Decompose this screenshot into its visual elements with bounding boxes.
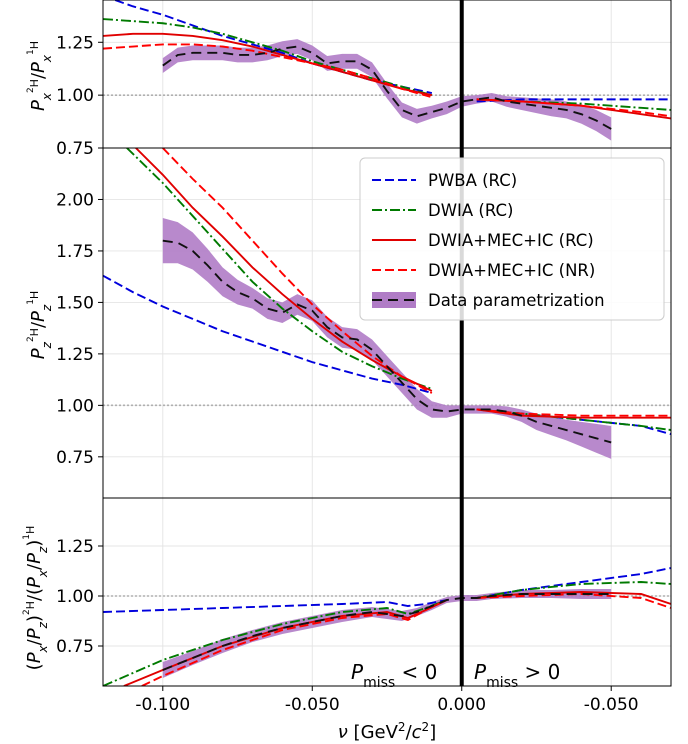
legend-label: PWBA (RC) [428,171,517,190]
legend-frame [359,157,665,321]
series-dwia-px-2 [103,18,433,97]
legend-item-mec_nr: DWIA+MEC+IC (NR) [372,261,595,280]
legend-label: DWIA+MEC+IC (RC) [428,231,594,250]
panel-pz-ylabel: Pz2H/Pz1H [26,291,55,359]
series-mec_nr-pz-7 [476,408,671,417]
y-tick-label: 1.75 [56,242,94,262]
legend-item-dwia: DWIA (RC) [372,201,513,220]
series-dwia-px-3 [476,98,671,111]
panel-px-ylabel: Px2H/Px1H [26,41,55,111]
series-mec_nr-px-7 [476,98,671,118]
legend-item-mec_rc: DWIA+MEC+IC (RC) [372,231,594,250]
y-tick-label: 1.00 [56,587,94,607]
pmiss-negative-label: Pmiss < 0 [351,660,437,691]
series-mec_nr-px-6 [103,43,433,99]
series-pwba-ratio-1 [476,567,671,599]
panels-layer: 0.751.001.250.751.001.251.501.752.000.75… [56,0,672,687]
series-mec_rc-pz-4 [135,148,433,392]
panel-ratio-frame [102,497,672,687]
series-mec_rc-px-4 [103,32,433,97]
legend-item-pwba: PWBA (RC) [372,171,517,190]
data-band-ratio [162,589,612,678]
series-pwba-pz-0 [103,274,433,394]
legend-label: DWIA+MEC+IC (NR) [428,261,595,280]
legend-label: DWIA (RC) [428,201,513,220]
x-tick-label: -0.100 [135,695,190,715]
x-tick-label: -0.050 [584,695,639,715]
y-tick-label: 0.75 [56,448,94,468]
panel-px: 0.75 1.00 1.25 [56,0,672,159]
series-mec_nr-ratio-7 [476,593,671,609]
y-tick-label: 1.25 [56,345,94,365]
series-dwia-ratio-3 [476,581,671,599]
panel-pz: 0.75 1.00 1.25 1.50 1.75 2.00 [56,147,672,499]
y-tick-label: 1.25 [56,33,94,53]
data-line-ratio [162,593,612,671]
legend-label: Data parametrization [428,291,605,310]
y-tick-label: 1.50 [56,293,94,313]
data-band-pz [162,218,612,459]
x-tick-label: 0.000 [437,695,486,715]
series-mec_rc-pz-5 [476,408,671,419]
data-line-pz [162,239,612,444]
y-tick-label: 1.00 [56,86,94,106]
series-pwba-ratio-0 [103,599,447,613]
y-tick-label: 0.75 [56,637,94,657]
y-tick-label: 1.00 [56,396,94,416]
x-axis: -0.100 -0.050 0.000 -0.050 [135,686,639,715]
y-tick-label: 2.00 [56,190,94,210]
pmiss-positive-label: Pmiss > 0 [474,660,560,691]
y-tick-label: 0.75 [56,139,94,159]
panel-ratio-ylabel: (Px/Pz)2H/(Px/Pz)1H [22,526,51,671]
series-dwia-pz-2 [126,148,433,390]
panel-ratio: 0.75 1.00 1.25 [56,497,672,687]
data-line-px [162,45,612,130]
series-mec_nr-ratio-6 [141,599,448,686]
legend: PWBA (RC) DWIA (RC) DWIA+MEC+IC (RC) DWIA+M… [359,157,665,321]
y-tick-label: 1.25 [56,537,94,557]
legend-item-data: Data parametrization [372,291,605,310]
x-tick-label: -0.050 [285,695,340,715]
x-axis-label: ν [GeV2/c2] [338,720,436,743]
series-dwia-pz-3 [476,408,671,431]
series-dwia-ratio-2 [103,599,448,686]
